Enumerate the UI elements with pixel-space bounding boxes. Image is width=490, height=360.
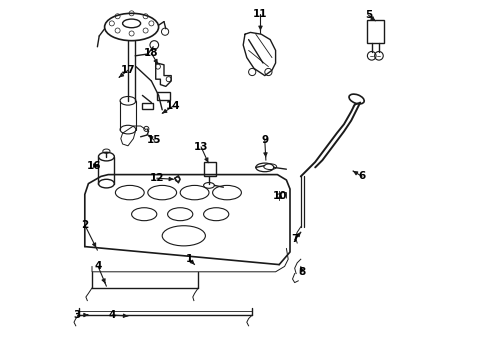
Text: 17: 17 xyxy=(121,65,135,75)
Text: 11: 11 xyxy=(253,9,268,19)
Text: 15: 15 xyxy=(147,135,162,145)
Bar xyxy=(204,162,216,176)
Bar xyxy=(143,103,153,109)
Text: 4: 4 xyxy=(95,261,102,271)
Text: 13: 13 xyxy=(194,142,208,152)
Text: 6: 6 xyxy=(358,171,366,181)
Text: 18: 18 xyxy=(144,48,159,58)
Text: 16: 16 xyxy=(87,161,102,171)
Text: 8: 8 xyxy=(298,267,305,277)
Text: 9: 9 xyxy=(261,135,269,145)
Text: 14: 14 xyxy=(166,101,180,111)
Bar xyxy=(368,20,384,43)
Text: 4: 4 xyxy=(109,310,116,320)
Text: 2: 2 xyxy=(81,220,88,230)
Text: 1: 1 xyxy=(186,254,193,264)
Text: 5: 5 xyxy=(365,10,372,20)
Bar xyxy=(157,92,171,100)
Text: 3: 3 xyxy=(73,310,80,320)
Text: 10: 10 xyxy=(273,191,288,201)
Text: 7: 7 xyxy=(291,234,298,244)
Text: 12: 12 xyxy=(149,173,164,183)
